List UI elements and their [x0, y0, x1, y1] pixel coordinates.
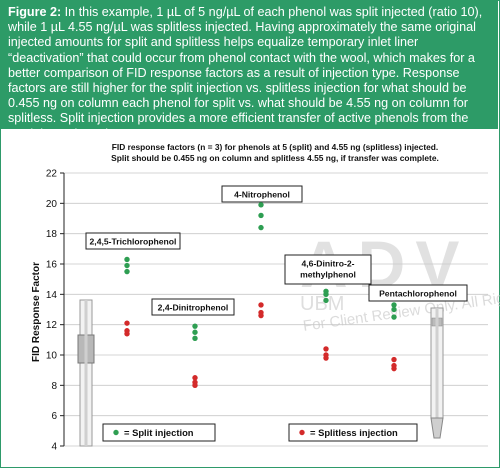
liner-left-illustration [77, 299, 95, 447]
split-point [192, 329, 198, 335]
splitless-point [258, 302, 264, 308]
category-label-box: 4-Nitrophenol [221, 185, 303, 203]
category-label-border [221, 185, 303, 203]
category-label-border [85, 232, 181, 250]
splitless-point [323, 355, 329, 361]
splitless-point [391, 365, 397, 372]
splitless-point [192, 382, 198, 389]
legend-box [102, 423, 216, 442]
split-point [124, 256, 130, 263]
y-tick-label: 4 [51, 442, 57, 453]
splitless-point [258, 312, 264, 319]
legend-label: = Splitless injection [310, 427, 398, 438]
y-axis-label: FID Response Factor [31, 262, 42, 362]
category-labels: 2,4,5-Trichlorophenol 2,4-Dinitrophenol 4-… [85, 185, 468, 316]
split-point [192, 323, 198, 329]
category-label: methylphenol [300, 270, 356, 280]
liner-right-illustration [430, 307, 444, 439]
y-tick-label: 18 [46, 229, 58, 240]
split-point [192, 335, 198, 342]
category-label: 4-Nitrophenol [234, 190, 290, 200]
legend: = Split injection = Splitless injection [102, 423, 418, 442]
category-label: 4,6-Dinitro-2- [302, 259, 355, 269]
chart-title-line-2: Split should be 0.455 ng on column and s… [111, 153, 439, 163]
y-tick-label: 14 [46, 290, 58, 301]
category-label-border [284, 254, 372, 285]
legend-box [288, 423, 418, 442]
category-label-border [368, 284, 468, 302]
split-point [124, 268, 130, 275]
splitless-point [124, 320, 130, 326]
split-point [258, 212, 264, 219]
split-point [124, 262, 130, 269]
category-label-box: 2,4-Dinitrophenol [151, 298, 235, 316]
split-point [323, 291, 329, 298]
splitless-point [323, 346, 329, 352]
legend-marker [113, 429, 119, 436]
category-label-box: 2,4,5-Trichlorophenol [85, 232, 181, 250]
split-point [258, 202, 264, 208]
caption-label: Figure 2: [8, 5, 62, 19]
data-points [124, 202, 397, 389]
split-point [258, 224, 264, 231]
y-tick-label: 22 [46, 169, 58, 180]
splitless-point [391, 356, 397, 363]
y-tick-label: 8 [51, 381, 57, 392]
split-point [391, 314, 397, 320]
category-label-box: 4,6-Dinitro-2-methylphenol [284, 254, 372, 285]
y-tick-label: 12 [46, 320, 58, 331]
split-point [391, 306, 397, 313]
category-label-box: Pentachlorophenol [368, 284, 468, 302]
y-tick-label: 16 [46, 260, 58, 271]
y-tick-label: 6 [51, 411, 57, 422]
splitless-point [192, 375, 198, 381]
legend-marker [299, 429, 305, 436]
chart-title-line-1: FID response factors (n = 3) for phenols… [111, 142, 439, 152]
legend-item: = Splitless injection [288, 423, 418, 442]
y-tick-labels: 4 6 8 10 12 14 16 18 20 22 [46, 169, 58, 453]
category-label-border [151, 298, 235, 316]
legend-label: = Split injection [124, 427, 194, 438]
splitless-point [124, 331, 130, 337]
caption-text: In this example, 1 µL of 5 ng/µL of each… [8, 5, 483, 141]
category-label: 2,4,5-Trichlorophenol [90, 237, 177, 247]
category-label: 2,4-Dinitrophenol [158, 303, 229, 313]
legend-item: = Split injection [102, 423, 216, 442]
split-point [323, 297, 329, 304]
grid-lines [60, 172, 488, 447]
split-point [391, 302, 397, 308]
y-tick-label: 10 [46, 351, 58, 362]
y-tick-label: 20 [46, 199, 58, 210]
category-label: Pentachlorophenol [379, 289, 457, 299]
figure-caption: Figure 2: In this example, 1 µL of 5 ng/… [0, 0, 498, 141]
